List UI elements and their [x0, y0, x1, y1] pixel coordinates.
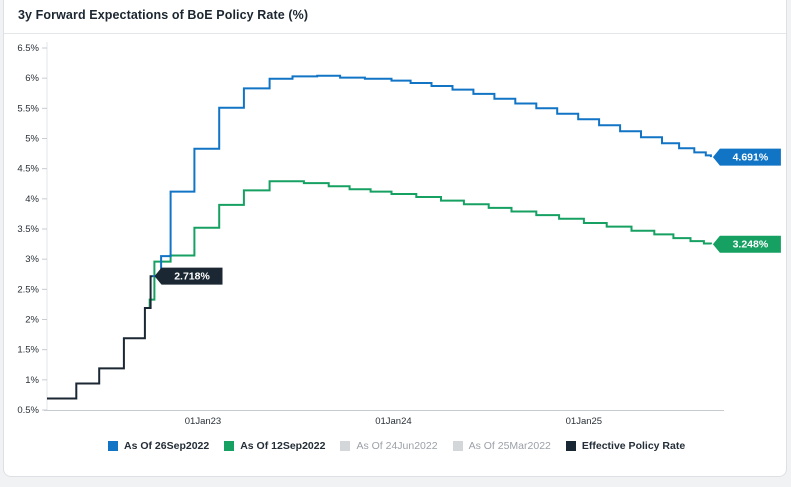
legend-item-as-of-25mar2022[interactable]: As Of 25Mar2022: [452, 440, 551, 452]
legend-swatch-icon: [452, 441, 463, 451]
series-line-as-of-12sep2022[interactable]: [145, 180, 712, 309]
legend-label: As Of 25Mar2022: [468, 440, 551, 452]
legend-label: Effective Policy Rate: [581, 440, 686, 452]
legend-item-effective-policy-rate[interactable]: Effective Policy Rate: [565, 440, 686, 452]
badge-value: 3.248%: [733, 239, 769, 251]
y-tick-label: 0.5%: [17, 405, 39, 416]
chart-legend: As Of 26Sep2022 As Of 12Sep2022 As Of 24Ju…: [108, 440, 685, 452]
legend-item-as-of-24jun2022[interactable]: As Of 24Jun2022: [340, 440, 438, 452]
end-value-badge-effective-policy-rate: 2.718%: [154, 267, 223, 285]
legend-swatch-icon: [108, 441, 118, 451]
badge-value: 2.718%: [174, 271, 210, 283]
badge-shape: [154, 267, 223, 285]
y-tick-label: 1%: [25, 375, 39, 386]
x-tick-label: 01Jan25: [566, 416, 602, 427]
policy-rate-chart: 6.5% 6% 5.5% 5% 4.5% 4% 3.5% 3% 2.5% 2% 1.5% 1% 0.5%…: [17, 42, 781, 427]
legend-swatch-icon: [340, 441, 351, 451]
badge-shape: [712, 235, 781, 253]
y-tick-label: 5.5%: [17, 103, 39, 114]
series-line-effective-policy-rate[interactable]: [47, 275, 153, 400]
end-value-badge-as-of-26sep2022: 4.691%: [712, 148, 781, 166]
x-tick-label: 01Jan24: [375, 416, 411, 427]
y-tick-label: 4.5%: [17, 164, 39, 175]
legend-swatch-icon: [224, 441, 235, 451]
badge-shape: [712, 148, 781, 166]
y-tick-label: 2%: [25, 315, 39, 326]
y-tick-label: 1.5%: [17, 345, 39, 356]
y-tick-label: 6.5%: [17, 43, 39, 54]
legend-label: As Of 26Sep2022: [124, 440, 210, 452]
title-divider: [4, 33, 786, 34]
x-tick-label: 01Jan23: [185, 416, 221, 427]
y-tick-label: 2.5%: [17, 284, 39, 295]
chart-title: 3y Forward Expectations of BoE Policy Ra…: [18, 8, 309, 22]
end-value-badge-as-of-12sep2022: 3.248%: [712, 235, 781, 253]
legend-swatch-icon: [565, 441, 576, 451]
y-tick-label: 6%: [25, 73, 39, 84]
y-tick-label: 3%: [25, 254, 39, 265]
legend-label: As Of 12Sep2022: [240, 440, 326, 452]
legend-label: As Of 24Jun2022: [356, 440, 438, 452]
badge-value: 4.691%: [733, 152, 769, 164]
y-tick-label: 4%: [25, 194, 39, 205]
chart-card: 3y Forward Expectations of BoE Policy Ra…: [3, 0, 787, 477]
y-tick-label: 5%: [25, 134, 39, 145]
legend-item-as-of-12sep2022[interactable]: As Of 12Sep2022: [224, 440, 325, 452]
legend-item-as-of-26sep2022[interactable]: As Of 26Sep2022: [108, 440, 209, 452]
y-tick-label: 3.5%: [17, 224, 39, 235]
series-line-as-of-26sep2022[interactable]: [152, 74, 712, 278]
